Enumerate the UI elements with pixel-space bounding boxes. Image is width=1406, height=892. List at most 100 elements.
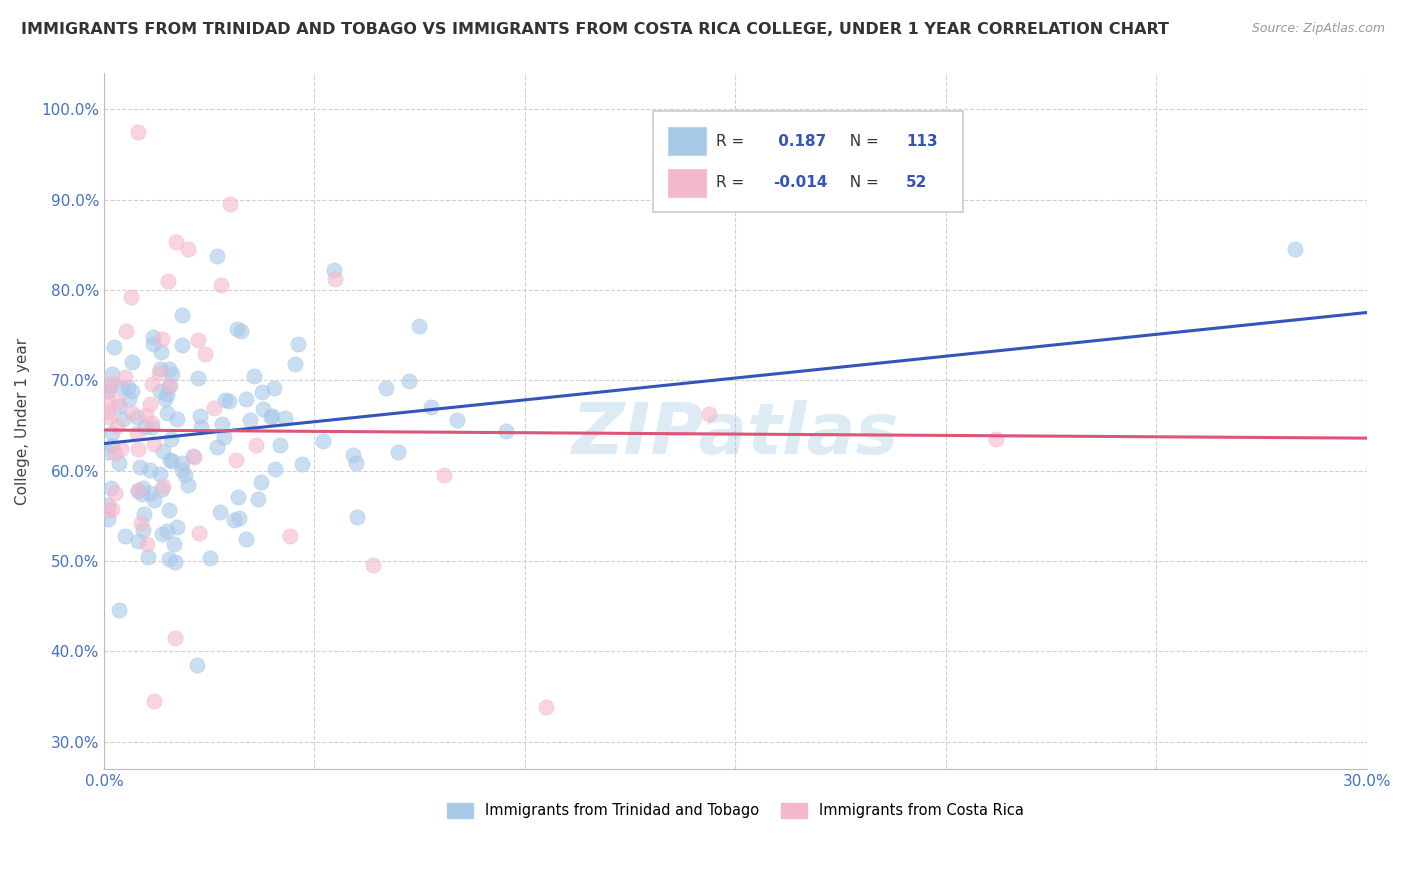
Point <box>243 369 266 384</box>
Point <box>408 318 430 333</box>
Point <box>141 420 163 434</box>
Text: IMMIGRANTS FROM TRINIDAD AND TOBAGO VS IMMIGRANTS FROM COSTA RICA COLLEGE, UNDER: IMMIGRANTS FROM TRINIDAD AND TOBAGO VS I… <box>21 22 1170 37</box>
Point <box>209 277 232 292</box>
Point <box>264 462 287 476</box>
Point <box>98 379 121 393</box>
Point <box>136 536 159 550</box>
Point <box>342 448 364 462</box>
Point <box>97 512 120 526</box>
Point <box>263 381 285 395</box>
Point <box>205 249 228 263</box>
Point <box>239 413 262 427</box>
Point <box>153 392 176 406</box>
Point <box>121 384 143 399</box>
Legend: Immigrants from Trinidad and Tobago, Immigrants from Costa Rica: Immigrants from Trinidad and Tobago, Imm… <box>441 797 1029 824</box>
Point <box>100 481 122 495</box>
Point <box>165 632 187 646</box>
Point <box>159 453 181 467</box>
Point <box>105 418 128 433</box>
Point <box>121 355 143 369</box>
Point <box>398 374 420 388</box>
Point <box>186 658 208 673</box>
Text: R =: R = <box>717 176 749 191</box>
FancyBboxPatch shape <box>654 112 963 212</box>
Point <box>135 408 157 422</box>
Point <box>287 336 309 351</box>
Point <box>245 438 267 452</box>
Point <box>222 513 245 527</box>
Point <box>269 438 291 452</box>
Point <box>160 368 183 382</box>
Point <box>150 345 173 359</box>
Point <box>194 347 217 361</box>
Point <box>209 505 232 519</box>
Point <box>312 434 335 448</box>
Point <box>346 510 368 524</box>
Point <box>125 409 148 424</box>
Point <box>157 503 180 517</box>
Point <box>103 340 125 354</box>
Point <box>183 450 205 464</box>
Point <box>142 336 165 351</box>
Point <box>225 453 247 467</box>
Point <box>235 533 257 547</box>
Point <box>136 549 159 564</box>
Point <box>235 392 257 407</box>
Point <box>115 324 138 338</box>
Point <box>143 493 166 508</box>
Point <box>98 409 121 424</box>
Text: 113: 113 <box>905 134 938 149</box>
Point <box>278 529 301 543</box>
Point <box>1284 242 1306 256</box>
Point <box>163 555 186 569</box>
Point <box>225 322 247 336</box>
Point <box>152 443 174 458</box>
Point <box>252 384 274 399</box>
Point <box>274 410 297 425</box>
Point <box>183 450 205 465</box>
Point <box>118 392 141 406</box>
Point <box>143 694 166 708</box>
Point <box>125 425 148 440</box>
Point <box>163 537 186 551</box>
Point <box>127 483 149 498</box>
Point <box>252 402 274 417</box>
Point <box>100 502 122 516</box>
Point <box>110 442 132 456</box>
Point <box>495 425 517 439</box>
Point <box>157 361 180 376</box>
Y-axis label: College, Under 1 year: College, Under 1 year <box>15 337 30 505</box>
Point <box>139 463 162 477</box>
Point <box>156 524 179 538</box>
Point <box>127 125 149 139</box>
Point <box>110 379 132 393</box>
Point <box>127 442 149 456</box>
Point <box>142 330 165 344</box>
Point <box>344 456 367 470</box>
Point <box>214 393 236 408</box>
Point <box>211 417 233 431</box>
Point <box>150 332 173 346</box>
Point <box>129 516 152 530</box>
Point <box>152 482 174 496</box>
Point <box>198 551 221 566</box>
Point <box>97 384 120 398</box>
Point <box>433 467 456 482</box>
Point <box>188 526 211 541</box>
Point <box>139 486 162 500</box>
Point <box>190 420 212 434</box>
Point <box>117 380 139 394</box>
Point <box>114 529 136 543</box>
Point <box>260 409 283 424</box>
Point <box>127 534 149 549</box>
Point <box>534 700 557 714</box>
Point <box>219 197 242 211</box>
Point <box>218 394 240 409</box>
Point <box>247 492 270 507</box>
Point <box>322 263 344 277</box>
Point <box>149 362 172 376</box>
Point <box>228 510 250 524</box>
Point <box>291 457 314 471</box>
Point <box>114 370 136 384</box>
Point <box>97 396 120 410</box>
